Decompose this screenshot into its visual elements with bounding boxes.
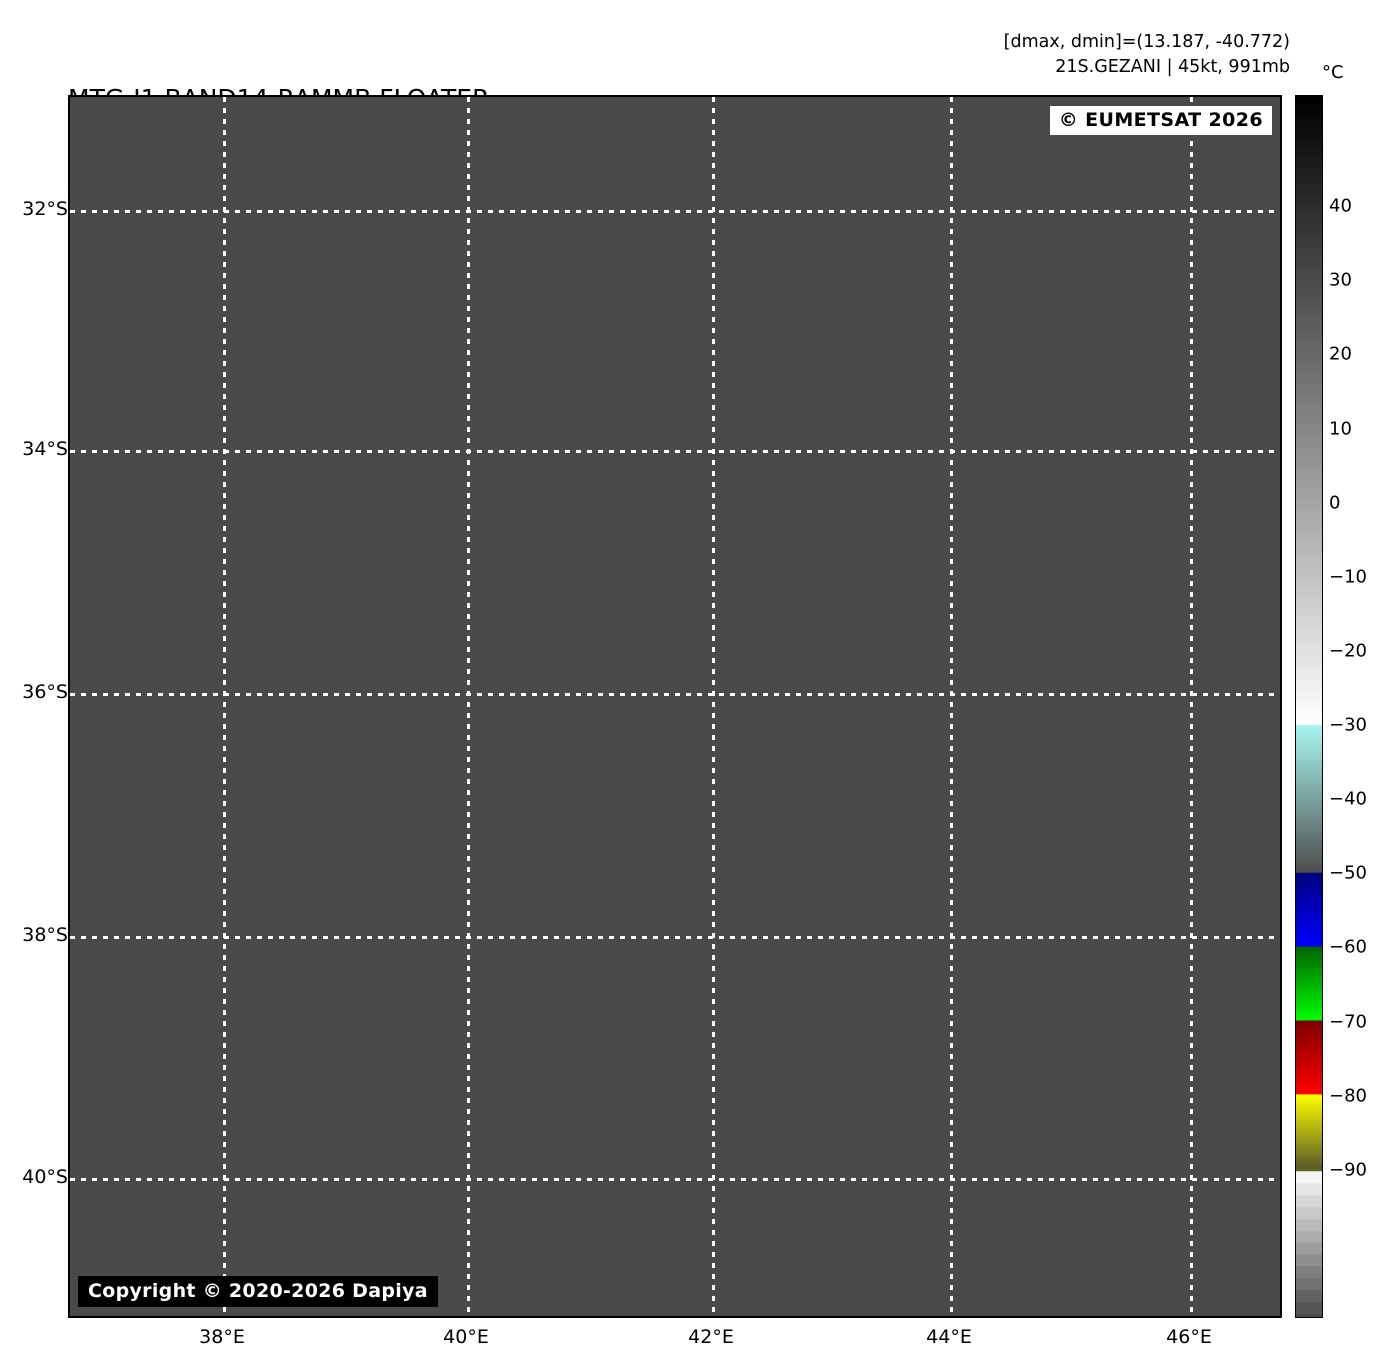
x-tick-label: 46°E (1166, 1326, 1212, 1348)
satellite-imagery-canvas (70, 97, 1280, 1316)
colorbar-tick-label: −10 (1329, 566, 1367, 588)
colorbar-tick-label: −60 (1329, 936, 1367, 958)
colorbar-tick-label: 10 (1329, 418, 1352, 440)
dapiya-copyright-badge: Copyright © 2020-2026 Dapiya (78, 1276, 438, 1307)
colorbar-tick-label: 40 (1329, 195, 1352, 217)
satellite-image-plot[interactable]: © EUMETSAT 2026 Copyright © 2020-2026 Da… (68, 95, 1282, 1318)
eumetsat-credit-badge: © EUMETSAT 2026 (1049, 106, 1272, 135)
colorbar-unit-label: °C (1322, 62, 1344, 83)
y-tick-label: 38°S (22, 924, 68, 946)
colorbar-tick-label: −20 (1329, 640, 1367, 662)
colorbar-tick-label: −50 (1329, 862, 1367, 884)
colorbar-tick-label: 20 (1329, 343, 1352, 365)
colorbar-tick-label: 0 (1329, 492, 1341, 514)
colorbar-tick-label: −40 (1329, 788, 1367, 810)
colorbar[interactable]: 40 30 20 10 0 −10 −20 −30 −40 −50 −60 −70 −80 −90 (1295, 95, 1367, 1318)
y-tick-label: 32°S (22, 198, 68, 220)
colorbar-tick-label: −80 (1329, 1085, 1367, 1107)
y-tick-label: 34°S (22, 438, 68, 460)
colorbar-gradient (1295, 95, 1323, 1318)
colorbar-tick-label: −30 (1329, 714, 1367, 736)
x-tick-label: 38°E (199, 1326, 245, 1348)
y-tick-label: 40°S (22, 1166, 68, 1188)
x-tick-label: 40°E (443, 1326, 489, 1348)
header-metadata: [dmax, dmin]=(13.187, -40.772) 21S.GEZAN… (1004, 30, 1290, 80)
colorbar-tick-label: 30 (1329, 269, 1352, 291)
dmax-dmin-readout: [dmax, dmin]=(13.187, -40.772) (1003, 32, 1290, 52)
colorbar-tick-label: −70 (1329, 1011, 1367, 1032)
storm-intensity-readout: 21S.GEZANI | 45kt, 991mb (1055, 56, 1290, 77)
colorbar-tick-label: −90 (1329, 1159, 1367, 1181)
colorbar-canvas (1296, 96, 1322, 1317)
x-tick-label: 44°E (926, 1326, 972, 1348)
y-tick-label: 36°S (22, 681, 68, 703)
x-tick-label: 42°E (688, 1326, 734, 1348)
